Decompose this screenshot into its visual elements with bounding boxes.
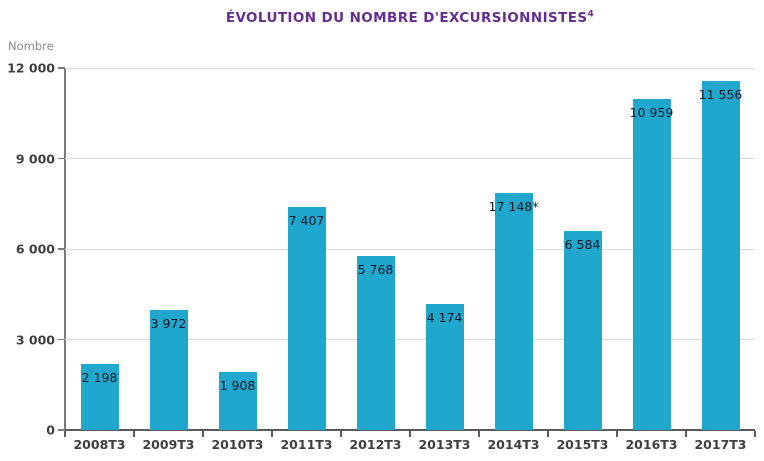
y-axis-tick <box>58 67 65 69</box>
chart-title-text: ÉVOLUTION DU NOMBRE D'EXCURSIONNISTES <box>225 10 588 26</box>
y-axis-tick <box>58 157 65 160</box>
x-category-label: 2009T3 <box>142 437 195 452</box>
bar-value-label: 10 959 <box>629 105 674 121</box>
x-axis-tick <box>271 431 273 437</box>
bar-2014T3 <box>494 193 533 430</box>
bar-value-label: 5 768 <box>357 261 394 277</box>
plot-area: 0 3 000 6 000 9 000 12 000 2 198 2008T3 3 972 20… <box>7 61 756 452</box>
x-axis-tick <box>64 431 66 437</box>
y-tick-label: 9 000 <box>15 151 55 166</box>
y-tick-label: 0 <box>46 422 55 438</box>
bar-2016T3 <box>632 99 671 430</box>
x-axis-tick <box>685 431 687 437</box>
x-axis-tick <box>616 431 618 437</box>
x-category-label: 2011T3 <box>280 437 333 452</box>
x-axis-tick <box>754 431 756 437</box>
x-axis-tick <box>340 431 342 437</box>
x-category-label: 2008T3 <box>73 437 126 452</box>
bar-value-label: 4 174 <box>426 310 463 326</box>
bar-2015T3 <box>563 231 602 430</box>
chart-title-footnote-ref: 4 <box>587 9 595 20</box>
y-axis-tick <box>58 338 65 341</box>
bar-2010T3 <box>218 372 257 430</box>
gridline-9000 <box>65 158 755 159</box>
bar-value-label: 17 148* <box>488 199 539 215</box>
bar-value-label: 6 584 <box>564 237 601 253</box>
x-axis-tick <box>133 431 135 437</box>
x-category-label: 2017T3 <box>694 437 747 452</box>
gridline-12000 <box>65 67 755 69</box>
y-tick-label: 12 000 <box>7 60 55 76</box>
x-axis-tick <box>202 431 204 437</box>
y-axis-tick <box>58 429 65 431</box>
x-axis-tick <box>478 431 480 437</box>
bar-2017T3 <box>701 81 740 430</box>
x-axis-tick <box>409 431 411 437</box>
x-category-label: 2013T3 <box>418 437 471 452</box>
bar-value-label: 3 972 <box>150 316 187 332</box>
gridline-3000 <box>65 339 755 340</box>
y-axis-unit-label: Nombre <box>8 39 54 53</box>
chart-title: ÉVOLUTION DU NOMBRE D'EXCURSIONNISTES4 <box>65 10 755 26</box>
bar-2008T3 <box>80 363 119 430</box>
x-axis-tick <box>547 431 549 437</box>
x-axis-line <box>64 429 755 431</box>
bar-value-label: 2 198 <box>81 369 118 385</box>
bar-2009T3 <box>149 310 188 430</box>
bar-2012T3 <box>356 256 395 430</box>
x-category-label: 2016T3 <box>625 437 678 452</box>
x-category-label: 2014T3 <box>487 437 540 452</box>
x-category-label: 2010T3 <box>211 437 264 452</box>
bar-2013T3 <box>425 304 464 430</box>
bar-value-label: 7 407 <box>288 212 325 228</box>
x-category-label: 2012T3 <box>349 437 402 452</box>
bar-value-label: 1 908 <box>219 378 256 394</box>
y-tick-label: 6 000 <box>15 241 55 257</box>
y-axis-tick <box>58 248 65 250</box>
bar-value-label: 11 556 <box>698 87 743 103</box>
y-tick-label: 3 000 <box>15 332 55 347</box>
bar-2011T3 <box>287 206 326 430</box>
x-category-label: 2015T3 <box>556 437 609 452</box>
gridline-6000 <box>65 248 755 250</box>
